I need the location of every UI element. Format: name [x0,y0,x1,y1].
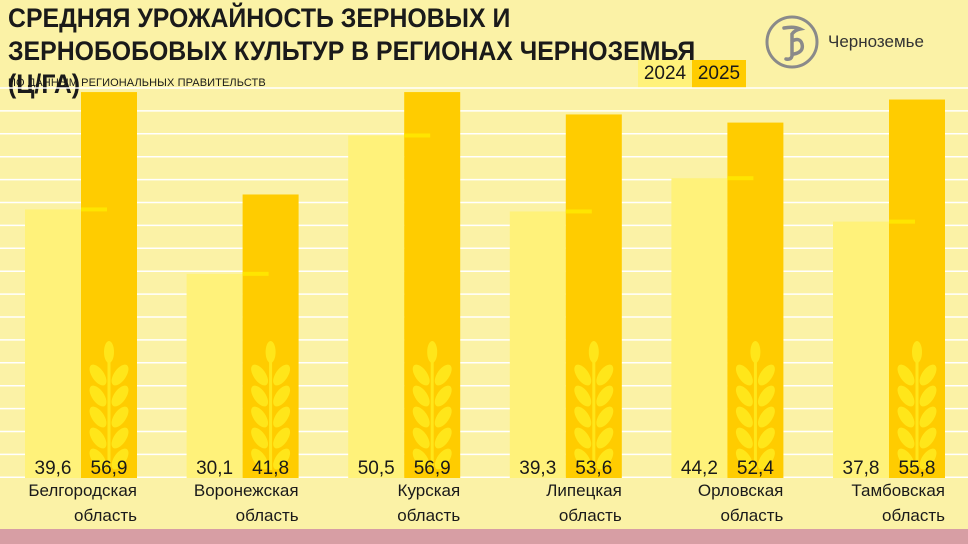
data-label-2024: 30,1 [196,458,233,479]
bar-2024 [509,211,566,478]
wheat-icon [89,341,129,470]
wheat-icon [897,341,937,470]
data-label-2025: 55,8 [899,458,936,479]
data-labels: 39,6 56,9 30,1 41,8 50,5 56,9 39,3 53,6 44,2 52,4… [35,458,936,479]
category-label: Воронежская [194,481,299,500]
category-label-line2: область [236,506,299,525]
bar-2024 [833,221,889,479]
marker-2024-level [81,207,107,212]
category-label-line2: область [74,506,137,525]
data-label-2025: 56,9 [414,458,451,479]
category-label: Тамбовская [851,481,945,500]
bar-2024 [186,273,243,478]
category-label: Курская [398,481,461,500]
bar-2024 [25,209,81,478]
data-label-2024: 39,3 [519,458,556,479]
category-label-line2: область [559,506,622,525]
category-label: Липецкая [546,481,622,500]
bars [25,92,945,479]
chart-legend: 2024 2025 [638,60,746,88]
marker-2024-level [404,133,431,138]
data-label-2025: 53,6 [575,458,612,479]
data-label-2025: 56,9 [91,458,128,479]
marker-2024-level [242,271,269,276]
marker-2024-level [727,176,754,181]
logo-name: Черноземье [828,32,924,51]
gridlines [0,87,968,479]
kommersant-k-logo-icon [765,15,819,69]
data-label-2024: 39,6 [35,458,72,479]
category-labels: Белгородская область Воронежская область Кур… [28,481,945,525]
category-label: Белгородская [28,481,137,500]
data-label-2025: 52,4 [737,458,774,479]
bar-2024 [671,178,728,479]
data-label-2025: 41,8 [252,458,289,479]
category-label-line2: область [397,506,460,525]
bar-chart: 39,6 56,9 30,1 41,8 50,5 56,9 39,3 53,6 44,2 52,4… [0,87,968,525]
category-label-line2: область [720,506,783,525]
data-label-2024: 50,5 [358,458,395,479]
chart-title: СРЕДНЯЯ УРОЖАЙНОСТЬ ЗЕРНОВЫХ И ЗЕРНОБОБО… [8,3,696,99]
legend-item-2024: 2024 [638,60,692,88]
wheat-icon [251,341,291,470]
publisher-logo: Черноземье [764,14,924,70]
marker-2024-level [565,209,592,214]
bar-2024 [348,135,405,478]
wheat-icon [735,341,775,470]
chart-subtitle: ПО ДАННЫМ РЕГИОНАЛЬНЫХ ПРАВИТЕЛЬСТВ [8,77,266,89]
category-label: Орловская [698,481,783,500]
wheat-icon [412,341,452,470]
marker-2024-level [889,219,915,224]
category-label-line2: область [882,506,945,525]
wheat-icon [574,341,614,470]
legend-item-2025: 2025 [692,60,746,88]
data-label-2024: 37,8 [843,458,880,479]
data-label-2024: 44,2 [681,458,718,479]
footer-bar [0,529,968,544]
